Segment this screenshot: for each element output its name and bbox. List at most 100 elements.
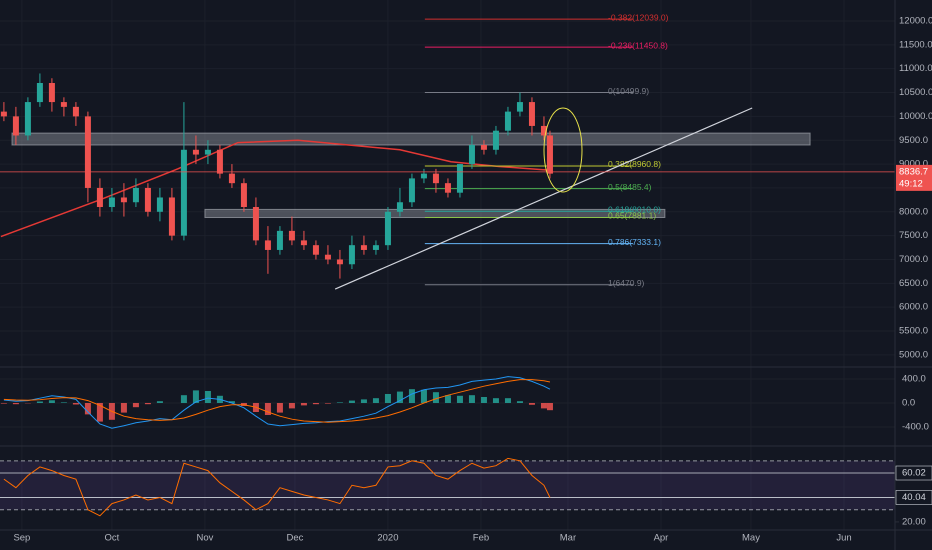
candle-body: [348, 245, 355, 265]
histogram-bar: [276, 402, 283, 413]
histogram-bar: [480, 396, 487, 403]
trend-line: [334, 107, 753, 290]
fib-label: 0.382(8960.8): [608, 159, 661, 169]
candle-body: [72, 106, 79, 117]
candle-body: [408, 178, 415, 203]
candle-body: [300, 240, 307, 246]
candle-body: [228, 173, 235, 184]
y-tick-label: 6500.0: [899, 278, 928, 289]
fib-label: 0(10499.9): [608, 86, 649, 96]
candle-body: [12, 116, 19, 136]
x-tick-label: Nov: [196, 533, 213, 544]
candle-body: [48, 82, 55, 103]
y-tick-label: 8000.0: [899, 206, 928, 217]
candle-body: [0, 111, 7, 117]
y-tick-label: 9500.0: [899, 135, 928, 146]
value-tag: [895, 490, 932, 505]
candle-body: [288, 230, 295, 241]
candle-body: [204, 149, 211, 155]
histogram-bar: [360, 399, 367, 403]
histogram-bar: [48, 400, 55, 403]
histogram-bar: [492, 398, 499, 403]
candle-body: [546, 135, 553, 174]
candle-body: [96, 187, 103, 208]
y-tick-label: 10500.0: [899, 87, 932, 98]
signal-line: [3, 379, 551, 423]
candle-body: [528, 102, 535, 126]
y-tick-label: 11000.0: [899, 63, 932, 74]
candle-body: [180, 149, 187, 236]
histogram-bar: [72, 402, 79, 405]
candle-body: [24, 102, 31, 136]
candle-body: [372, 245, 379, 250]
candle-body: [360, 245, 367, 250]
histogram-bar: [516, 401, 523, 403]
candle-body: [444, 183, 451, 193]
candle-body: [480, 145, 487, 150]
candle-body: [396, 202, 403, 212]
histogram-bar: [396, 391, 403, 403]
histogram-bar: [312, 402, 319, 405]
candle-body: [84, 116, 91, 188]
candle-body: [192, 149, 199, 155]
fib-label: 0.65(7881.1): [608, 211, 656, 221]
candle-body: [492, 130, 499, 150]
x-tick-label: Mar: [560, 533, 576, 544]
histogram-bar: [12, 402, 19, 405]
histogram-bar: [372, 398, 379, 403]
x-tick-label: Sep: [13, 533, 30, 544]
x-tick-label: Jun: [836, 533, 851, 544]
fib-label: -0.382(12039.0): [608, 12, 669, 22]
candle-body: [276, 230, 283, 250]
candle-body: [60, 102, 67, 107]
y-tick-label: 5000.0: [899, 349, 928, 360]
histogram-bar: [132, 402, 139, 408]
candle-body: [336, 259, 343, 265]
y-tick-label: 6000.0: [899, 302, 928, 313]
histogram-bar: [0, 402, 7, 404]
candle-body: [468, 145, 475, 165]
plot-layer: -0.382(12039.0) -0.236(11450.8) 0(10499.9)…: [0, 12, 895, 517]
histogram-bar: [60, 402, 67, 403]
candle-body: [516, 102, 523, 112]
candle-body: [108, 197, 115, 208]
x-tick-label: May: [742, 533, 760, 544]
y-tick-label: 20.00: [902, 516, 926, 527]
x-tick-label: Dec: [286, 533, 303, 544]
x-tick-label: Apr: [654, 533, 669, 544]
candle-body: [312, 245, 319, 255]
fib-label: -0.236(11450.8): [608, 40, 668, 50]
histogram-bar: [144, 402, 151, 405]
histogram-bar: [156, 401, 163, 403]
candle-body: [540, 125, 547, 136]
y-tick-label: 7500.0: [899, 230, 928, 241]
histogram-bar: [408, 389, 415, 403]
histogram-bar: [204, 390, 211, 403]
moving-average: [0, 139, 551, 238]
histogram-bar: [192, 390, 199, 403]
y-tick-label: 0.0: [902, 398, 915, 409]
y-tick-label: 10000.0: [899, 111, 932, 122]
candle-body: [156, 197, 163, 212]
candle-body: [456, 164, 463, 193]
candle-body: [384, 211, 391, 246]
fib-label: 0.5(8485.4): [608, 182, 652, 192]
histogram-bar: [420, 389, 427, 403]
price-zone: [204, 208, 666, 219]
y-tick-label: 11500.0: [899, 39, 932, 50]
candle-body: [36, 82, 43, 103]
histogram-bar: [324, 402, 331, 404]
y-tick-label: 9000.0: [899, 159, 928, 170]
candle-body: [120, 197, 127, 203]
x-tick-label: Feb: [473, 533, 489, 544]
histogram-bar: [180, 395, 187, 403]
price-zone: [11, 132, 811, 146]
candle-body: [216, 149, 223, 174]
candle-body: [420, 173, 427, 179]
value-tag-label: 60.02: [902, 468, 926, 479]
rsi-line: [3, 457, 551, 517]
candle-body: [504, 111, 511, 131]
countdown-label: 49:12: [899, 178, 923, 189]
